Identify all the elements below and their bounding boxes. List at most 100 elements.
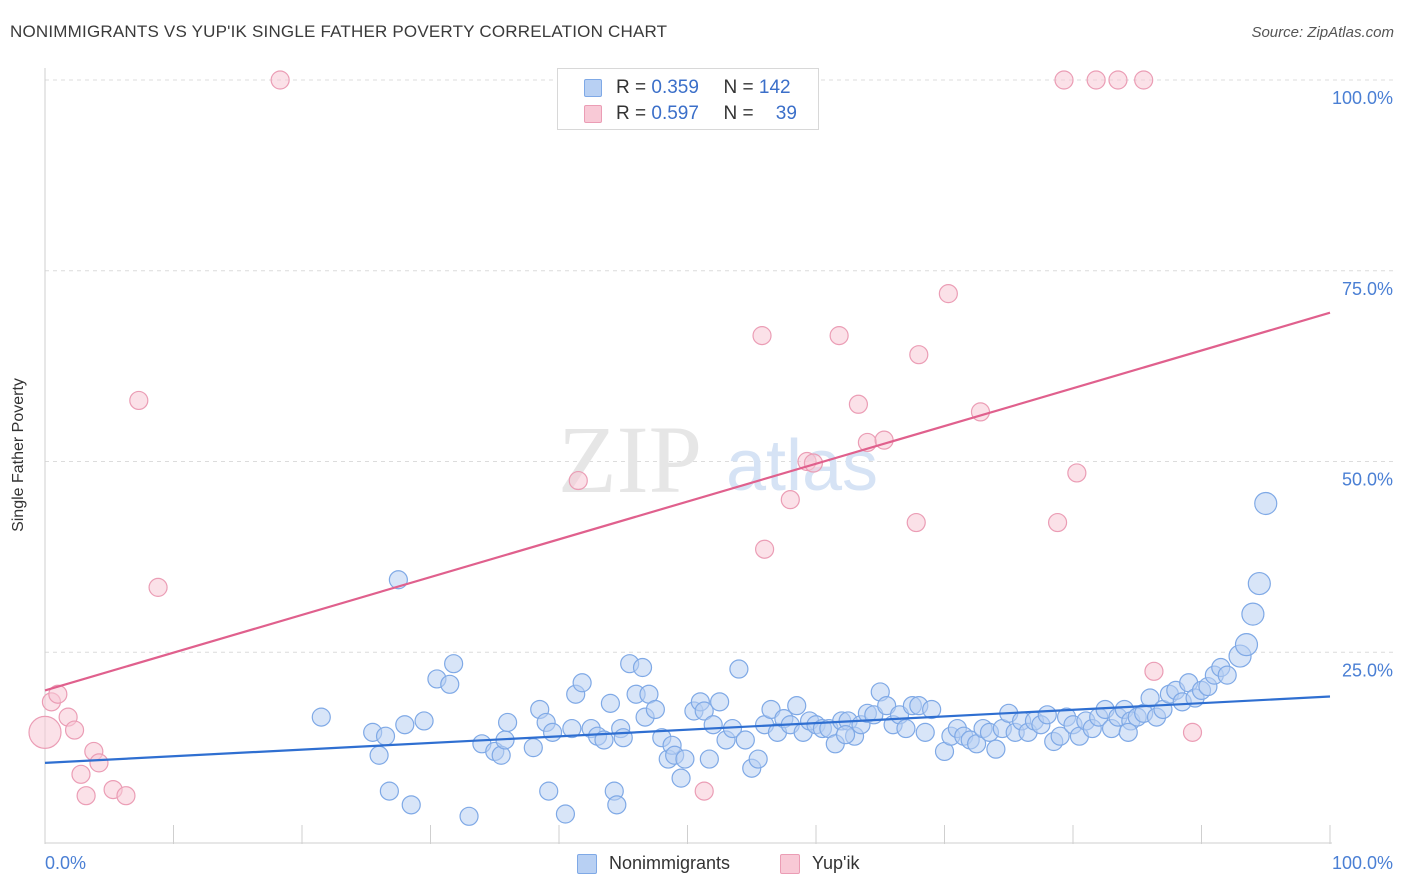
nonimmigrants-legend-swatch — [577, 854, 597, 874]
yupik-point — [1108, 70, 1128, 90]
yupik-point — [938, 284, 958, 304]
yupik-point — [1054, 70, 1074, 90]
yupik-legend-swatch — [780, 854, 800, 874]
nonimmigrants-point — [459, 806, 479, 826]
yupik-point — [752, 326, 772, 346]
nonimmigrants-swatch — [584, 79, 602, 97]
yupik-point — [1086, 70, 1106, 90]
nonimmigrants-point — [694, 701, 714, 721]
yupik-swatch — [584, 105, 602, 123]
yupik-point — [694, 781, 714, 801]
nonimmigrants-point — [311, 707, 331, 727]
r-value: 0.359 — [651, 77, 699, 98]
nonimmigrants-point — [1140, 688, 1160, 708]
y-tick-label: 75.0% — [1342, 279, 1393, 299]
series-legend: Nonimmigrants Yup'ik — [0, 852, 1406, 878]
nonimmigrants-point — [896, 718, 916, 739]
tick-labels: 25.0% 50.0% 75.0% 100.0% 0.0% 100.0% — [45, 88, 1393, 873]
n-value: 142 — [758, 77, 791, 98]
nonimmigrants-point — [986, 739, 1006, 759]
yupik-point — [129, 390, 149, 411]
legend-row-yupik: R = 0.597 N = 39 — [558, 102, 818, 126]
chart-title: NONIMMIGRANTS VS YUP'IK SINGLE FATHER PO… — [10, 22, 668, 41]
nonimmigrants-point — [539, 781, 559, 801]
yupik-point — [148, 577, 168, 597]
nonimmigrants-point — [440, 674, 460, 694]
yupik-point — [1144, 661, 1164, 681]
yupik-point — [829, 326, 849, 346]
nonimmigrants-point — [1037, 705, 1057, 725]
axes — [44, 68, 1332, 844]
nonimmigrants-point — [1118, 722, 1138, 742]
x-tick-label: 100.0% — [1332, 853, 1393, 873]
yupik-point — [270, 70, 290, 90]
nonimmigrants-point — [915, 722, 935, 742]
nonimmigrants-point — [710, 692, 730, 712]
watermark-zip: ZIP — [558, 406, 702, 513]
nonimmigrants-point — [572, 673, 592, 693]
nonimmigrants-point — [498, 712, 518, 733]
r-label: R = — [616, 77, 647, 98]
nonimmigrants-point — [671, 768, 691, 788]
nonimmigrants-point — [1217, 665, 1237, 685]
trend-lines — [44, 311, 1331, 764]
nonimmigrants-point — [1241, 602, 1265, 626]
yupik-point — [906, 512, 926, 533]
yupik-point — [1047, 512, 1068, 533]
nonimmigrants-point — [594, 730, 614, 750]
y-tick-label: 100.0% — [1332, 88, 1393, 108]
nonimmigrants-point — [699, 749, 719, 769]
nonimmigrants-point — [729, 659, 749, 679]
correlation-legend: R = 0.359 N = 142 R = 0.597 N = 39 — [557, 68, 819, 130]
nonimmigrants-point — [555, 804, 576, 824]
nonimmigrants-point — [542, 722, 563, 742]
yupik-point — [780, 490, 800, 510]
n-value: 39 — [775, 103, 797, 124]
nonimmigrants-point — [444, 654, 464, 674]
nonimmigrants-point — [787, 696, 807, 716]
yupik-point — [568, 470, 588, 491]
legend-label-nonimmigrants: Nonimmigrants — [609, 853, 731, 873]
nonimmigrants-point — [523, 738, 543, 758]
nonimmigrants-point — [1247, 571, 1271, 596]
x-tick-label: 0.0% — [45, 853, 86, 873]
nonimmigrants-point — [1050, 726, 1070, 746]
yupik-point — [1134, 70, 1154, 90]
yupik-point — [116, 786, 136, 806]
legend-label-yupik: Yup'ik — [812, 853, 860, 873]
nonimmigrants-point — [922, 699, 942, 720]
nonimmigrants-point — [600, 693, 621, 713]
nonimmigrants-point — [613, 728, 633, 748]
nonimmigrants-point — [645, 699, 665, 720]
nonimmigrants-trend-line — [44, 695, 1331, 764]
source-label: Source: ZipAtlas.com — [1251, 24, 1394, 41]
grid-lines — [45, 79, 1395, 653]
n-label: N = — [723, 77, 754, 98]
yupik-point — [64, 720, 85, 740]
yupik-point — [28, 715, 62, 749]
yupik-point — [76, 786, 96, 806]
nonimmigrants-point — [562, 718, 582, 739]
n-label: N = — [723, 103, 754, 124]
nonimmigrants-point — [379, 781, 399, 801]
y-tick-label: 25.0% — [1342, 660, 1393, 680]
nonimmigrants-point — [375, 726, 396, 746]
nonimmigrants-point — [395, 715, 415, 735]
yupik-point — [48, 684, 68, 704]
nonimmigrants-point — [748, 749, 768, 769]
nonimmigrants-point — [607, 795, 627, 815]
yupik-point — [909, 345, 929, 365]
nonimmigrants-point — [414, 711, 434, 731]
yupik-trend-line — [44, 311, 1331, 692]
yupik-point — [754, 539, 775, 559]
nonimmigrants-point — [632, 657, 653, 678]
nonimmigrants-point — [703, 715, 723, 735]
yupik-point — [1067, 463, 1087, 483]
yupik-point — [71, 764, 91, 784]
yupik-point — [848, 394, 869, 414]
yupik-point — [1182, 722, 1203, 742]
nonimmigrants-point — [401, 795, 421, 815]
nonimmigrants-point — [735, 730, 755, 750]
watermark: ZIP atlas — [558, 406, 878, 513]
